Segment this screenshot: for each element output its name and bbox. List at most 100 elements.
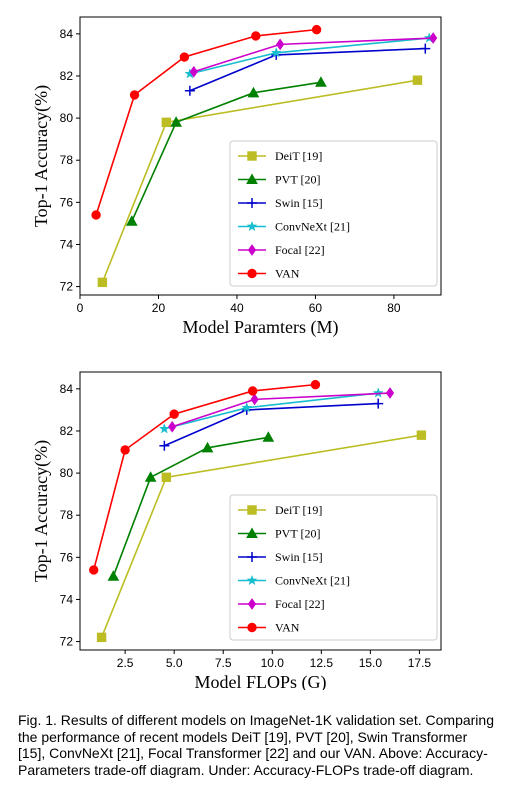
y-axis-title: Top-1 Accuracy(%) <box>31 440 52 582</box>
data-point-pvt <box>247 86 260 98</box>
legend-label-convnext: ConvNeXt [21] <box>275 574 350 588</box>
x-tick-label: 80 <box>387 301 401 315</box>
data-point-swin <box>420 43 431 54</box>
y-tick-label: 78 <box>60 508 74 522</box>
data-point-deit <box>161 472 172 483</box>
data-point-deit <box>416 430 427 440</box>
data-point-deit <box>97 277 108 288</box>
y-tick-label: 84 <box>60 27 74 41</box>
legend-label-deit: DeiT [19] <box>275 503 322 517</box>
data-point-swin <box>184 85 195 96</box>
legend-label-swin: Swin [15] <box>275 550 323 564</box>
y-tick-label: 72 <box>60 280 74 294</box>
data-point-pvt <box>201 441 214 453</box>
x-tick-label: 5.0 <box>166 656 183 670</box>
x-tick-label: 60 <box>309 301 323 315</box>
x-tick-label: 10.0 <box>261 656 285 670</box>
data-point-convnext <box>372 387 384 398</box>
data-point-deit <box>161 117 172 128</box>
x-tick-label: 7.5 <box>215 656 232 670</box>
y-axis-title: Top-1 Accuracy(%) <box>31 85 52 227</box>
legend-marker-pvt <box>246 527 258 538</box>
data-point-swin <box>373 398 384 409</box>
y-tick-label: 72 <box>60 635 74 649</box>
y-tick-label: 76 <box>60 195 74 209</box>
plot-frame <box>79 16 442 296</box>
y-tick-label: 80 <box>60 111 74 125</box>
y-tick-label: 74 <box>60 237 74 251</box>
data-point-deit <box>412 75 423 85</box>
series-deit <box>96 430 427 643</box>
legend-label-convnext: ConvNeXt [21] <box>275 220 350 234</box>
legend-marker-deit <box>247 151 257 161</box>
legend-label-focal: Focal [22] <box>275 597 325 611</box>
series-van <box>89 379 321 575</box>
x-tick-label: 2.5 <box>117 656 134 670</box>
data-point-deit <box>96 632 107 643</box>
series-focal <box>189 32 438 78</box>
series-line-pvt <box>131 81 322 222</box>
x-tick-label: 20 <box>152 301 166 315</box>
series-deit <box>97 75 423 288</box>
legend-marker-swin <box>247 552 257 562</box>
legend-label-swin: Swin [15] <box>275 196 323 210</box>
series-line-pvt <box>112 436 269 577</box>
series-swin <box>184 43 431 96</box>
y-tick-label: 82 <box>60 424 74 438</box>
data-point-pvt <box>144 471 157 482</box>
data-point-van <box>247 386 258 396</box>
legend-label-deit: DeiT [19] <box>275 149 322 163</box>
x-axis-title: Model Paramters (M) <box>183 317 339 338</box>
data-point-pvt <box>315 76 327 87</box>
y-tick-label: 80 <box>60 466 74 480</box>
data-point-van <box>179 52 190 62</box>
data-point-focal <box>385 387 395 399</box>
legend-marker-van <box>247 622 257 633</box>
data-point-van <box>310 379 321 390</box>
flops-accuracy-chart: 72 74 76 78 80 82 84 2.5 5.0 7.5 10.0 12.5 15.0 17.5 M… <box>31 371 442 690</box>
data-point-pvt <box>262 431 275 442</box>
series-pvt <box>125 76 327 226</box>
x-tick-label: 17.5 <box>408 656 432 670</box>
plot-frame <box>79 371 442 651</box>
data-point-focal <box>168 420 177 433</box>
legend-label-van: VAN <box>275 621 300 635</box>
legend-marker-deit <box>247 505 257 515</box>
y-tick-label: 76 <box>60 550 74 564</box>
x-axis-title: Model FLOPs (G) <box>194 672 326 690</box>
data-point-focal <box>429 32 438 44</box>
legend-label-pvt: PVT [20] <box>275 173 320 187</box>
x-tick-label: 0 <box>77 301 84 315</box>
data-point-convnext <box>241 402 253 413</box>
legend-box <box>229 494 438 641</box>
y-tick-label: 78 <box>60 153 74 167</box>
legend-box <box>229 140 438 287</box>
legend-label-pvt: PVT [20] <box>275 527 320 541</box>
data-point-focal <box>189 65 198 78</box>
legend-marker-swin <box>247 198 257 208</box>
legend-marker-focal <box>247 598 257 610</box>
data-point-convnext <box>270 47 282 58</box>
data-point-van <box>129 90 140 100</box>
series-convnext <box>158 387 384 434</box>
y-tick-label: 74 <box>60 592 74 606</box>
data-point-pvt <box>125 215 138 226</box>
data-point-swin <box>159 440 170 451</box>
params-accuracy-chart: 72 74 76 78 80 82 84 0 20 40 60 80 Model Paramters (… <box>31 16 442 338</box>
data-point-van <box>251 31 261 41</box>
figure-caption: Fig. 1. Results of different models on I… <box>18 712 494 778</box>
series-swin <box>159 398 384 451</box>
data-point-pvt <box>170 116 182 127</box>
legend-marker-convnext <box>246 574 258 586</box>
series-van <box>91 24 322 220</box>
data-point-convnext <box>158 423 170 434</box>
y-tick-label: 84 <box>60 382 74 396</box>
data-point-van <box>91 210 101 220</box>
y-tick-label: 82 <box>60 69 74 83</box>
x-tick-label: 12.5 <box>310 656 334 670</box>
data-point-pvt <box>107 570 120 581</box>
legend-label-focal: Focal [22] <box>275 243 325 257</box>
legend-marker-van <box>247 268 257 279</box>
x-tick-label: 40 <box>230 301 244 315</box>
legend-label-van: VAN <box>275 267 300 281</box>
